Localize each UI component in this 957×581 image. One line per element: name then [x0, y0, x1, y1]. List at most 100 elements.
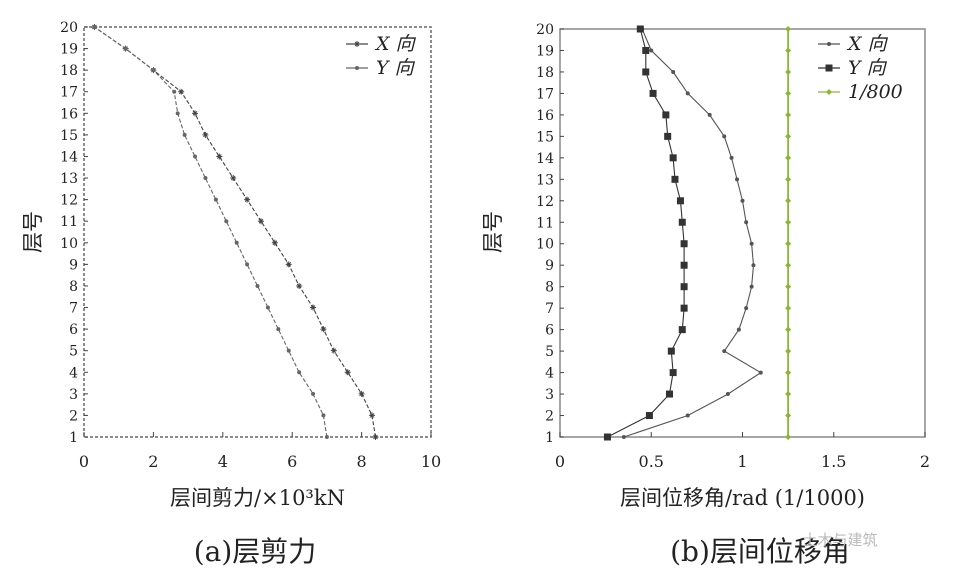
y-tick-label: 16	[536, 108, 554, 124]
data-point	[296, 282, 303, 289]
y-tick-label: 14	[536, 151, 554, 167]
series-line	[607, 28, 685, 438]
legend-label: X 向	[374, 33, 417, 55]
data-point	[785, 47, 792, 54]
y-tick-label: 10	[536, 237, 554, 253]
y-tick-label: 1	[69, 430, 78, 446]
y-tick-label: 1	[545, 430, 554, 446]
data-point	[725, 392, 730, 397]
chart-caption: (b)层间位移角	[670, 535, 850, 568]
data-point	[330, 347, 337, 354]
data-point	[645, 412, 653, 420]
data-point	[324, 435, 329, 439]
y-tick-label: 11	[60, 214, 78, 230]
x-tick-label: 0	[555, 452, 565, 471]
data-point	[257, 218, 264, 225]
data-point	[671, 175, 679, 183]
data-point	[662, 111, 670, 119]
data-point	[740, 198, 745, 203]
legend-marker	[825, 64, 833, 72]
data-point	[678, 326, 686, 334]
series-line	[94, 26, 377, 438]
series-2	[603, 25, 688, 441]
y-tick-label: 11	[536, 215, 554, 231]
legend-entry: 1/800	[818, 81, 903, 103]
data-point	[736, 327, 741, 332]
data-point	[230, 175, 237, 182]
y-tick-label: 9	[545, 258, 554, 274]
data-point	[636, 25, 644, 33]
legend-label: X 向	[846, 33, 889, 55]
plot-frame	[83, 26, 432, 438]
data-point	[680, 283, 688, 291]
chart-caption: (a)层剪力	[194, 535, 317, 568]
data-point	[785, 68, 792, 75]
data-point	[671, 69, 676, 74]
y-tick-label: 16	[60, 106, 78, 122]
legend-label: Y 向	[848, 57, 888, 79]
chart-panel-1: 0 2 4 6 8 101234567891011121314151617181920层号…	[21, 20, 441, 568]
series-1	[91, 24, 379, 440]
y-tick-label: 5	[69, 344, 78, 360]
data-point	[182, 132, 187, 137]
data-point	[785, 133, 792, 140]
x-axis-label: 层间位移角/rad (1/1000)	[620, 486, 865, 510]
data-point	[310, 304, 317, 311]
legend-label: Y 向	[376, 57, 416, 79]
data-point	[667, 347, 675, 355]
data-point	[202, 131, 209, 138]
data-point	[271, 239, 278, 246]
data-point	[642, 46, 650, 54]
data-point	[664, 132, 672, 140]
data-point	[785, 154, 792, 161]
data-point	[372, 434, 379, 440]
data-point	[642, 68, 650, 76]
y-tick-label: 17	[536, 86, 554, 102]
data-point	[276, 327, 281, 332]
data-point	[676, 197, 684, 205]
data-point	[193, 154, 198, 159]
legend-entry: Y 向	[818, 57, 888, 79]
y-tick-label: 4	[545, 366, 554, 382]
y-tick-label: 19	[60, 42, 78, 58]
data-point	[92, 25, 97, 29]
data-point	[344, 369, 351, 376]
data-point	[213, 197, 218, 202]
series-line	[623, 28, 762, 438]
data-point	[285, 261, 292, 268]
chart-panel-2: 0 0.5 1 1.5 21234567891011121314151617181920…	[481, 22, 930, 568]
data-point	[722, 349, 727, 354]
data-point	[669, 369, 677, 377]
y-tick-label: 5	[545, 344, 554, 360]
data-point	[358, 390, 365, 397]
x-tick-label: 1	[737, 452, 747, 471]
data-point	[234, 240, 239, 245]
y-tick-label: 17	[60, 85, 78, 101]
y-tick-label: 8	[545, 280, 554, 296]
data-point	[785, 176, 792, 183]
x-tick-label: 8	[357, 452, 367, 471]
y-tick-label: 20	[60, 20, 78, 36]
data-point	[785, 305, 792, 312]
data-point	[297, 370, 302, 375]
data-point	[785, 240, 792, 247]
data-point	[621, 435, 626, 439]
data-point	[785, 369, 792, 376]
y-tick-label: 12	[536, 194, 554, 210]
y-tick-label: 20	[536, 22, 554, 38]
data-point	[707, 112, 712, 117]
data-point	[603, 433, 611, 441]
data-point	[785, 197, 792, 204]
y-tick-label: 13	[536, 172, 554, 188]
data-point	[172, 89, 177, 94]
x-tick-label: 1.5	[821, 452, 846, 471]
data-point	[785, 434, 792, 440]
series-3	[785, 26, 792, 440]
y-axis-label: 层号	[481, 211, 505, 253]
data-point	[224, 219, 229, 224]
data-point	[749, 284, 754, 289]
data-point	[255, 283, 260, 288]
series-line	[94, 26, 328, 438]
data-point	[744, 306, 749, 311]
